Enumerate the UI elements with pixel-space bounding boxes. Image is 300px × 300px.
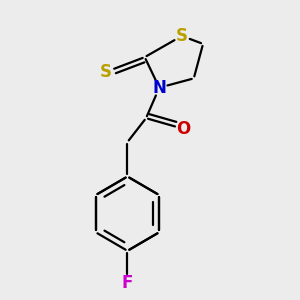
Text: F: F xyxy=(122,274,133,292)
Text: O: O xyxy=(176,120,190,138)
Text: S: S xyxy=(176,27,188,45)
Text: N: N xyxy=(152,79,166,97)
Text: S: S xyxy=(100,63,112,81)
